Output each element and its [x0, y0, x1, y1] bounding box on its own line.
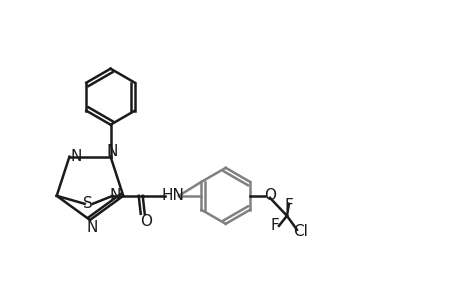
Text: F: F: [270, 218, 279, 233]
Text: Cl: Cl: [293, 224, 308, 239]
Text: N: N: [109, 188, 121, 203]
Text: O: O: [140, 214, 151, 229]
Text: HN: HN: [161, 188, 184, 203]
Text: N: N: [106, 144, 118, 159]
Text: O: O: [263, 188, 275, 203]
Text: N: N: [86, 220, 97, 235]
Text: N: N: [71, 149, 82, 164]
Text: S: S: [83, 196, 92, 211]
Text: F: F: [284, 198, 293, 213]
